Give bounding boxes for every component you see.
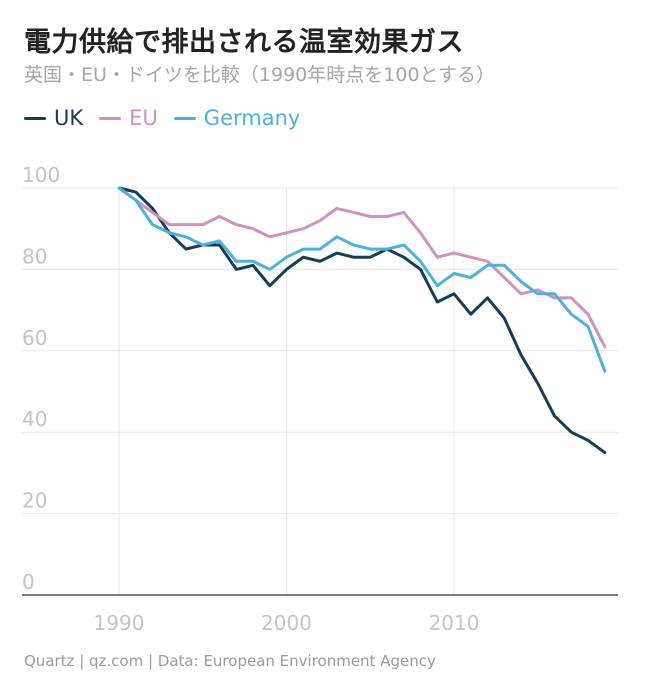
source-note: Quartz | qz.com | Data: European Environ… (24, 652, 436, 670)
chart-title: 電力供給で排出される温室効果ガス (24, 27, 464, 58)
y-tick-label-100: 100 (22, 163, 60, 187)
x-tick-label-2000: 2000 (261, 611, 312, 635)
chart-subtitle: 英国・EU・ドイツを比較（1990年時点を100とする） (24, 64, 495, 86)
series-lines (117, 186, 607, 455)
series-line-germany (117, 186, 607, 373)
legend-item-eu: EU (99, 106, 158, 130)
y-tick-label-60: 60 (22, 326, 47, 350)
legend-swatch-uk (24, 116, 46, 120)
y-tick-label-20: 20 (22, 489, 47, 513)
tick-labels: 0 20 40 60 80 100 1990 2000 2010 (22, 163, 479, 635)
series-line-eu (117, 186, 607, 349)
x-tick-label-2010: 2010 (429, 611, 480, 635)
y-tick-label-40: 40 (22, 407, 47, 431)
legend-item-germany: Germany (173, 106, 301, 130)
x-tick-label-1990: 1990 (94, 611, 145, 635)
legend-swatch-germany (173, 116, 196, 120)
series-line-uk (117, 186, 607, 455)
legend-label-eu: EU (129, 106, 158, 130)
y-tick-label-80: 80 (22, 244, 47, 268)
legend-swatch-eu (99, 116, 122, 120)
y-tick-label-0: 0 (22, 570, 35, 594)
chart-legend: UK EU Germany (24, 106, 316, 130)
legend-label-uk: UK (54, 106, 84, 130)
legend-item-uk: UK (24, 106, 83, 130)
legend-label-germany: Germany (203, 106, 301, 130)
